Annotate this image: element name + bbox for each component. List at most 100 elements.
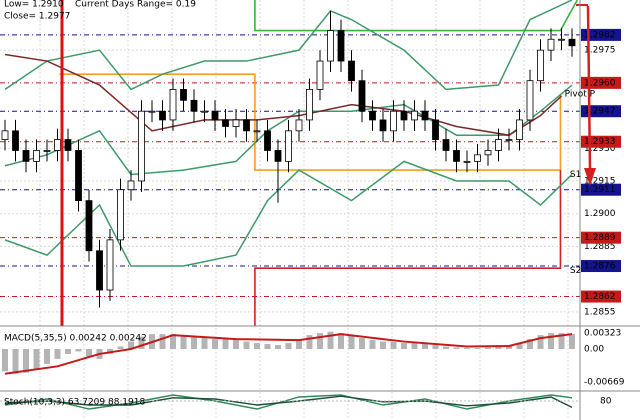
candle-body <box>547 38 555 51</box>
macd-bar <box>65 348 71 354</box>
macd-bar <box>275 345 281 349</box>
macd-bar <box>191 336 197 349</box>
macd-bar <box>380 341 386 349</box>
level-label: 1.2960 <box>584 78 616 88</box>
candle-body <box>138 110 145 182</box>
header-text: Close= 1.2977 <box>4 12 70 22</box>
candle-body <box>474 154 481 162</box>
level-box <box>581 28 621 41</box>
pivot-step <box>59 73 562 171</box>
candle-body <box>159 110 166 121</box>
level-box <box>581 260 621 273</box>
candle-body <box>127 180 135 191</box>
level-label: 1.2947 <box>584 107 616 117</box>
candle-body <box>358 80 366 112</box>
level-label: 1.2889 <box>584 233 616 243</box>
price-panel <box>0 0 580 326</box>
macd-bar <box>317 333 323 349</box>
macd-bar <box>212 339 218 349</box>
y-tick-label: 80 <box>600 397 612 407</box>
candle-body <box>505 139 513 141</box>
y-tick-label: 1.2975 <box>584 46 616 56</box>
candle-body <box>516 119 523 140</box>
level-box <box>581 231 621 244</box>
level-box <box>581 183 621 196</box>
candle-body <box>243 119 250 132</box>
macd-bar <box>558 333 565 349</box>
annotation: S2 <box>570 266 581 276</box>
macd-bar <box>159 334 166 349</box>
candle-body <box>96 250 103 291</box>
annotation: Pivot P <box>565 89 596 99</box>
header-text: Current Days Range= 0.19 <box>75 0 196 10</box>
macd-bar <box>2 348 8 372</box>
macd-bar <box>422 344 428 349</box>
pivot-step <box>254 0 578 32</box>
candle-body <box>180 89 187 101</box>
macd-bar <box>86 348 92 357</box>
candle-body <box>537 49 544 82</box>
macd-bar <box>117 346 124 349</box>
level-label: 1.2933 <box>584 137 616 147</box>
candle-body <box>306 89 313 121</box>
macd-bar <box>411 343 418 349</box>
candle-body <box>169 89 177 121</box>
macd-bar <box>443 346 449 349</box>
macd-bar <box>44 348 50 364</box>
macd-bar <box>222 339 229 349</box>
arrow <box>586 5 592 171</box>
indicator-line <box>4 84 573 176</box>
macd-bar <box>23 348 29 373</box>
macd-bar <box>243 341 250 349</box>
macd-bar <box>485 347 491 349</box>
candle-body <box>43 150 51 152</box>
macd-bar <box>128 341 134 349</box>
macd-bar <box>33 348 40 369</box>
candle-body <box>190 99 198 112</box>
macd-bar <box>369 340 376 349</box>
macd-bar <box>569 334 575 349</box>
candle-body <box>1 130 9 140</box>
macd-bar <box>254 343 260 349</box>
y-tick-label: 1.2885 <box>584 242 616 252</box>
candle-body <box>316 60 324 90</box>
candle-body <box>558 38 565 41</box>
candle-body <box>222 119 229 127</box>
stoch-line <box>4 395 573 409</box>
y-tick-label: 1.2915 <box>584 176 616 186</box>
candle-body <box>295 119 303 132</box>
macd-bar <box>359 338 365 349</box>
candle-body <box>400 110 408 121</box>
panel-title: Stoch(10,3,3) 63.7209 88.1918 <box>4 398 145 408</box>
panel-title: MACD(5,35,5) 0.00242 0.00242 <box>4 334 147 344</box>
candle-body <box>264 130 271 151</box>
candle-body <box>117 189 124 241</box>
signal-line <box>4 333 573 375</box>
candle-body <box>253 130 261 133</box>
macd-bar <box>548 333 554 349</box>
macd-bar <box>54 348 61 359</box>
candle-body <box>232 119 240 127</box>
vertical-grid <box>39 0 569 420</box>
candle-body <box>369 110 376 121</box>
level-box <box>581 135 621 148</box>
macd-bar <box>296 339 302 349</box>
macd-bar <box>516 343 523 349</box>
candle-body <box>463 160 471 163</box>
y-tick-label: 1.2900 <box>584 209 616 219</box>
candle-body <box>348 60 355 82</box>
macd-bar <box>306 335 313 349</box>
y-tick-label: 0.00 <box>584 344 604 354</box>
macd-bar <box>453 347 460 349</box>
level-box <box>581 105 621 118</box>
macd-bar <box>264 344 271 349</box>
macd-bar <box>495 346 502 349</box>
y-tick-label: 1.2855 <box>584 307 616 317</box>
level-label: 1.2911 <box>584 185 616 195</box>
macd-bar <box>348 335 355 349</box>
candle-body <box>495 139 502 151</box>
y-tick-label: -0.00669 <box>584 378 625 388</box>
candle-body <box>106 239 114 291</box>
candle-body <box>484 150 492 156</box>
